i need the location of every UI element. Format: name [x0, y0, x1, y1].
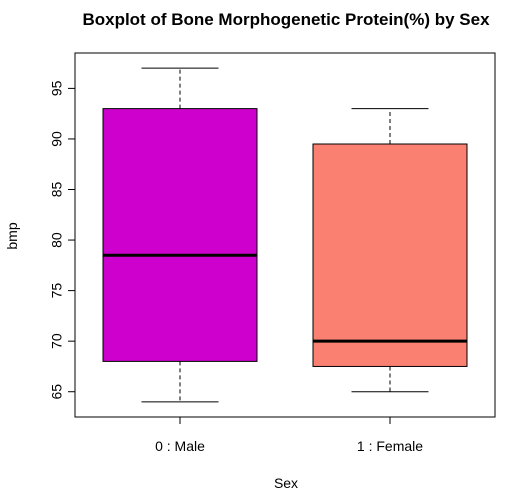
- y-tick-label-90: 90: [49, 131, 65, 147]
- y-tick-label-95: 95: [49, 80, 65, 96]
- y-tick-label-65: 65: [49, 384, 65, 400]
- x-axis: 0 : Male 1 : Female: [155, 417, 423, 454]
- boxes-group: [102, 67, 468, 403]
- x-tick-label-0: 0 : Male: [155, 438, 205, 454]
- chart-title: Boxplot of Bone Morphogenetic Protein(%)…: [82, 10, 490, 29]
- box-rect-1: [312, 143, 468, 367]
- y-axis-label: bmp: [4, 222, 20, 249]
- box-0: [102, 67, 258, 403]
- x-axis-label: Sex: [274, 475, 298, 491]
- y-axis: 65 70 75 80 85 90 95: [49, 80, 76, 400]
- y-tick-label-75: 75: [49, 283, 65, 299]
- y-tick-label-85: 85: [49, 182, 65, 198]
- y-tick-label-80: 80: [49, 232, 65, 248]
- y-tick-label-70: 70: [49, 333, 65, 349]
- box-1: [312, 108, 468, 393]
- box-rect-0: [102, 108, 258, 362]
- x-tick-label-1: 1 : Female: [357, 438, 423, 454]
